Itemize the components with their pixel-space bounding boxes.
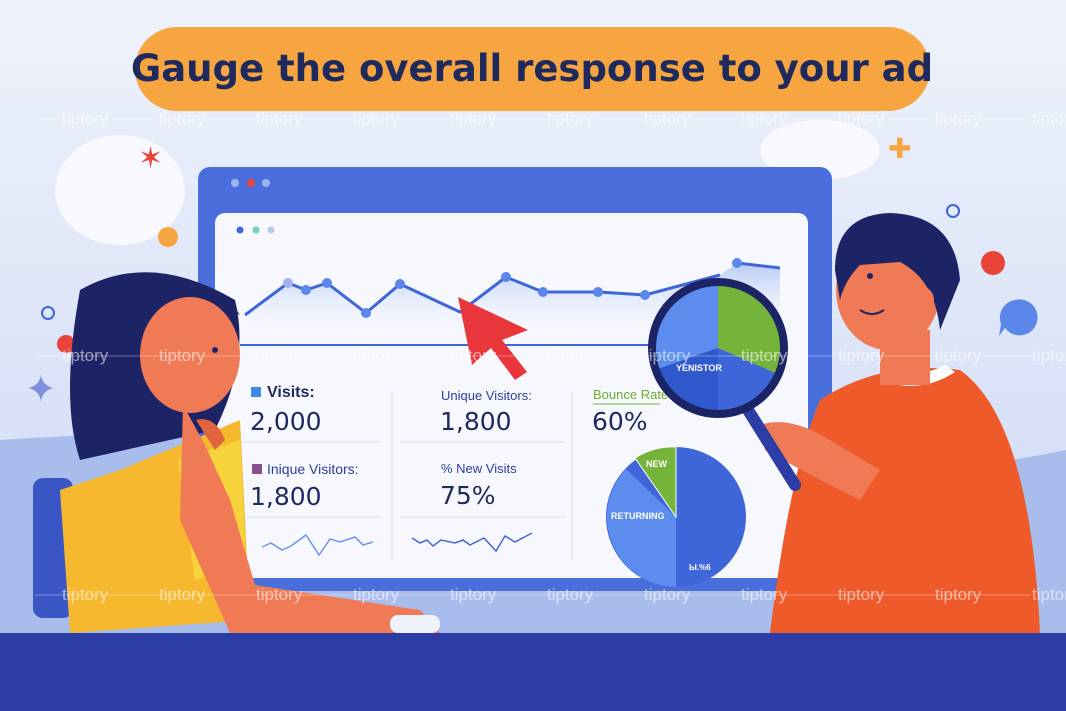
window-dot <box>236 226 244 234</box>
watermark-text: tiptory <box>838 109 885 128</box>
window-dot <box>252 226 260 234</box>
watermark-text: tiptory <box>450 585 497 604</box>
pie-slice-returning <box>606 469 676 587</box>
watermark-text: tiptory <box>644 109 691 128</box>
watermark-text: tiptory <box>450 346 497 365</box>
pie-slice-new <box>634 446 677 519</box>
watermark-text: tiptory <box>256 346 303 365</box>
cursor-arrow-icon <box>458 297 528 380</box>
visits-legend-swatch <box>251 387 261 397</box>
watermark-text: tiptory <box>935 585 982 604</box>
watermark-text: tiptory <box>450 109 497 128</box>
window-dot <box>267 226 275 234</box>
stat-value-bounce-rate: 60% <box>592 407 648 436</box>
watermark-text: tiptory <box>838 346 885 365</box>
plus-sparkle-icon: ✚ <box>888 132 911 165</box>
stat-value-unique-visitors: 1,800 <box>440 407 512 436</box>
woman-character <box>33 272 440 633</box>
stat-label-inique-visitors: Inique Visitors: <box>267 461 359 477</box>
headline: Gauge the overall response to your ad <box>131 47 933 90</box>
unique-visitors-legend-swatch <box>252 464 262 474</box>
window-dot <box>231 179 239 187</box>
watermark-text: tiptory <box>62 585 109 604</box>
dot <box>158 227 178 247</box>
sparkle-icon: ✦ <box>25 367 57 411</box>
cloud <box>55 135 185 245</box>
magnified-label: YENISTOR <box>676 363 722 373</box>
stat-label-unique-visitors: Unique Visitors: <box>441 388 532 403</box>
watermark-text: tiptory <box>159 346 206 365</box>
watermark-text: tiptory <box>1032 585 1066 604</box>
watermark-text: tiptory <box>741 585 788 604</box>
stat-value-new-visits: 75% <box>440 481 496 510</box>
watermark-text: tiptory <box>256 585 303 604</box>
watermark-text: tiptory <box>159 109 206 128</box>
watermark-text: tiptory <box>62 109 109 128</box>
man-character <box>760 213 1040 633</box>
watermark-text: tiptory <box>1032 109 1066 128</box>
watermark-text: tiptory <box>62 346 109 365</box>
watermark-text: tiptory <box>1032 346 1066 365</box>
star-icon: ✶ <box>138 141 163 176</box>
pie-label-new: NEW <box>646 459 668 469</box>
watermark-text: tiptory <box>935 346 982 365</box>
dot <box>981 251 1005 275</box>
chat-bubble-icon <box>999 299 1038 336</box>
stats-grid: Visits: 2,000 Unique Visitors: 1,800 Bou… <box>240 384 668 560</box>
watermark-text: tiptory <box>935 109 982 128</box>
watermark-text: tiptory <box>644 346 691 365</box>
watermark-text: tiptory <box>353 109 400 128</box>
magnifying-glass-icon: YENISTOR <box>648 278 801 491</box>
watermark-text: tiptory <box>547 109 594 128</box>
watermark: tiptory tiptory tiptory tiptory tiptory tipto… <box>35 109 1066 604</box>
watermark-text: tiptory <box>547 346 594 365</box>
visitor-pie-chart: NEW RETURNING Ы.%6 <box>606 446 746 587</box>
desk <box>0 633 1066 711</box>
watermark-text: tiptory <box>353 585 400 604</box>
pie-label-returning: RETURNING <box>611 511 665 521</box>
stat-label-visits: Visits: <box>267 384 315 401</box>
pie-label-bottom: Ы.%6 <box>689 563 711 572</box>
watermark-text: tiptory <box>353 346 400 365</box>
window-dot <box>262 179 270 187</box>
watermark-text: tiptory <box>741 109 788 128</box>
watermark-text: tiptory <box>741 346 788 365</box>
stat-value-inique-visitors: 1,800 <box>250 482 322 511</box>
watermark-text: tiptory <box>547 585 594 604</box>
dot <box>946 204 960 218</box>
watermark-text: tiptory <box>644 585 691 604</box>
headline-banner <box>135 27 930 111</box>
sparkline <box>411 532 533 553</box>
stat-value-visits: 2,000 <box>250 407 322 436</box>
cloud <box>760 120 880 180</box>
sparkline <box>261 533 374 557</box>
watermark-text: tiptory <box>256 109 303 128</box>
window-dot <box>247 179 255 187</box>
dot <box>57 335 75 353</box>
watermark-text: tiptory <box>838 585 885 604</box>
stat-label-bounce-rate: Bounce Rate <box>593 387 668 402</box>
watermark-text: tiptory <box>159 585 206 604</box>
dot <box>41 306 55 320</box>
stat-label-new-visits: % New Visits <box>441 461 517 476</box>
